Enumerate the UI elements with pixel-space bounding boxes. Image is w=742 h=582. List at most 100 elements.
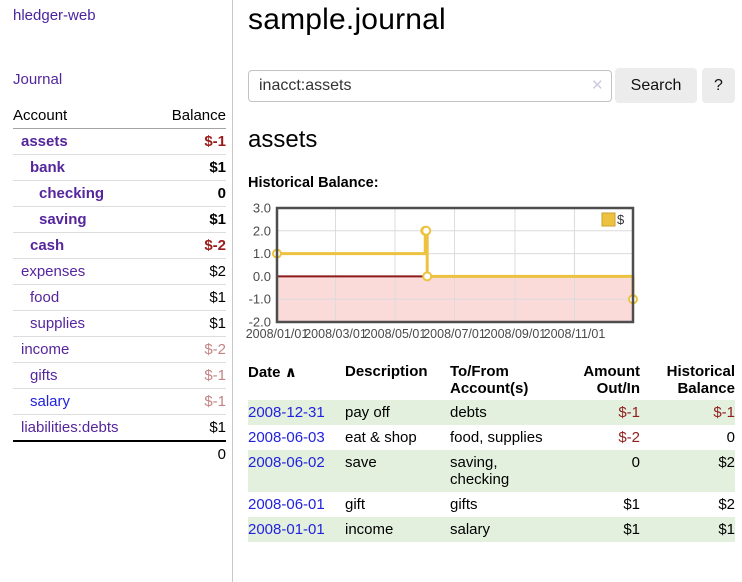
account-balance: $-2 [153,232,226,259]
transaction-balance: $-1 [713,404,735,421]
account-link[interactable]: gifts [30,367,58,384]
app-title-link[interactable]: hledger-web [13,7,96,24]
account-heading: assets [248,126,318,153]
account-balance: $-2 [153,336,226,363]
account-row: food $1 [13,284,226,311]
account-link[interactable]: assets [21,133,68,150]
transaction-amount: $1 [623,496,640,513]
transaction-row: 2008-06-02 save saving, checking 0 $2 [248,450,735,492]
account-row: salary $-1 [13,388,226,415]
col-header-description: Description [345,363,428,380]
transaction-balance: $2 [718,496,735,513]
account-link[interactable]: liabilities:debts [21,419,119,436]
account-row: income $-2 [13,336,226,363]
account-link[interactable]: bank [30,159,66,176]
data-point [422,271,433,282]
chart-label: Historical Balance: [248,175,379,191]
account-row: assets $-1 [13,129,226,155]
sort-ascending-icon: ∧ [284,364,297,381]
plot-border [275,206,635,324]
transaction-balance: $1 [718,521,735,538]
transaction-date-link[interactable]: 2008-06-01 [248,496,325,513]
account-row: gifts $-1 [13,362,226,389]
account-row: supplies $1 [13,310,226,337]
account-link[interactable]: salary [30,393,71,410]
transaction-balance: 0 [726,429,735,446]
sidebar: hledger-web Journal Account Balance asse… [0,0,233,582]
accounts-col-header: Account [13,104,154,129]
legend-swatch [601,212,616,227]
transaction-row: 2008-01-01 income salary $1 $1 [248,517,735,542]
transaction-balance: $2 [718,454,735,471]
page-title: sample.journal [248,3,446,36]
transaction-description: eat & shop [345,429,417,446]
y-tick-label: -1.0 [249,292,271,307]
account-link[interactable]: supplies [30,315,86,332]
transaction-accounts: debts [450,404,487,421]
account-balance: $1 [153,206,226,233]
x-tick-label: 2008/01/01 [246,327,309,341]
search-input[interactable] [248,70,612,102]
help-button[interactable]: ? [702,68,735,103]
transaction-accounts: salary [450,521,491,538]
y-tick-label: 2.0 [253,223,271,238]
transaction-description: save [345,454,377,471]
transaction-amount: $-1 [618,404,640,421]
account-balance: $1 [153,414,226,441]
account-row: cash $-2 [13,232,226,259]
col-header-date[interactable]: Date ∧ [248,364,297,381]
legend-label: $ [617,212,625,227]
y-tick-label: -2.0 [249,315,271,330]
transaction-accounts: saving, checking [450,454,510,488]
account-balance: $1 [153,154,226,181]
accounts-table: Account Balance assets $-1 bank $1 checking 0… [13,104,226,467]
col-header-amount: Amount Out/In [583,363,640,397]
y-tick-label: 1.0 [253,246,271,261]
account-balance: $1 [153,284,226,311]
x-tick-label: 2008/09/01 [484,327,547,341]
transaction-date-link[interactable]: 2008-12-31 [248,404,325,421]
account-balance: $-1 [153,388,226,415]
y-tick-label: 3.0 [253,202,271,216]
account-link[interactable]: income [21,341,70,358]
balance-chart-svg: $3.0 2.0 1.0 0.0 -1.0 -2.02008/01/012008/03/0… [246,201,638,341]
transaction-date-link[interactable]: 2008-01-01 [248,521,325,538]
transaction-amount: $-2 [618,429,640,446]
account-balance: 0 [153,180,226,207]
account-link[interactable]: cash [30,237,65,254]
transaction-row: 2008-06-01 gift gifts $1 $2 [248,492,735,517]
account-balance: $-1 [204,133,226,150]
data-point [421,225,432,236]
transaction-accounts: gifts [450,496,478,513]
nav-journal-link[interactable]: Journal [13,71,63,88]
register-table-body: 2008-12-31 pay off debts $-1 $-1 2008-06-03 ea… [248,400,735,542]
account-link[interactable]: food [30,289,60,306]
clear-search-icon[interactable]: ✕ [591,77,604,94]
transaction-amount: 0 [631,454,640,471]
search-button[interactable]: Search [615,68,697,103]
balance-col-header: Balance [153,104,226,129]
account-row: expenses $2 [13,258,226,285]
account-link[interactable]: saving [39,211,87,228]
x-tick-label: 2008/03/01 [304,327,367,341]
transaction-row: 2008-12-31 pay off debts $-1 $-1 [248,400,735,425]
transaction-date-link[interactable]: 2008-06-03 [248,429,325,446]
transaction-description: gift [345,496,366,513]
transaction-amount: $1 [623,521,640,538]
account-row: liabilities:debts $1 [13,414,226,441]
account-balance: $-1 [153,362,226,389]
account-row: bank $1 [13,154,226,181]
x-tick-label: 2008/07/01 [423,327,486,341]
accounts-total-row: 0 [13,440,226,467]
transaction-date-link[interactable]: 2008-06-02 [248,454,325,471]
x-tick-label: 2008/05/01 [364,327,427,341]
accounts-total-value: 0 [153,440,226,467]
historical-balance-chart: $3.0 2.0 1.0 0.0 -1.0 -2.0 2008/01/01 2008/03/0… [240,201,642,347]
col-header-balance: Historical Balance [666,363,735,397]
register-table: Date ∧ Description To/From Account(s) Am… [248,360,735,542]
account-link[interactable]: checking [39,185,105,202]
account-table-body: assets $-1 bank $1 checking 0 saving $1 cash $-2 e… [13,129,226,441]
transaction-accounts: food, supplies [450,429,543,446]
account-link[interactable]: expenses [21,263,86,280]
account-balance: $1 [153,310,226,337]
